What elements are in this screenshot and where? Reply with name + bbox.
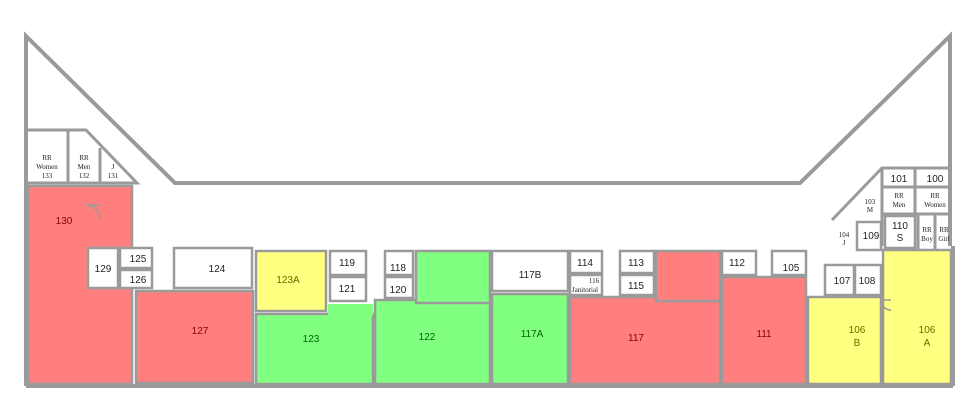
label-121: 121 bbox=[339, 284, 356, 295]
label-130: 130 bbox=[56, 216, 73, 227]
label-101: 101 bbox=[891, 174, 908, 185]
door-106A[interactable] bbox=[880, 299, 892, 311]
label-106B-2: B bbox=[854, 338, 861, 349]
label-106B: 106 bbox=[849, 325, 866, 336]
label-133: RR bbox=[42, 154, 52, 162]
room-129[interactable] bbox=[86, 246, 120, 290]
room-127[interactable] bbox=[134, 289, 255, 385]
label-133-2: Women bbox=[36, 163, 58, 171]
label-129: 129 bbox=[95, 264, 112, 275]
label-117: 117 bbox=[628, 333, 644, 344]
label-112: 112 bbox=[729, 258, 745, 269]
label-rr-men-e: RR bbox=[894, 192, 904, 200]
label-rr-girl: RR bbox=[939, 226, 949, 234]
label-115: 115 bbox=[628, 281, 644, 292]
label-rr-boy: RR bbox=[922, 226, 932, 234]
label-116-2: Janitorial bbox=[572, 286, 598, 294]
room-106B[interactable] bbox=[806, 295, 883, 386]
label-106A: 106 bbox=[919, 325, 936, 336]
label-127: 127 bbox=[192, 326, 209, 337]
label-110: 110 bbox=[892, 221, 908, 232]
room-115[interactable] bbox=[618, 273, 656, 297]
label-132: RR bbox=[79, 154, 89, 162]
room-119[interactable] bbox=[328, 249, 368, 277]
room-112[interactable] bbox=[720, 249, 758, 277]
label-rr-women-e-2: Women bbox=[924, 201, 946, 209]
label-124: 124 bbox=[209, 264, 226, 275]
room-117A[interactable] bbox=[490, 292, 570, 386]
room-106A[interactable] bbox=[881, 248, 953, 386]
room-117B[interactable] bbox=[490, 249, 570, 293]
label-105: 105 bbox=[783, 263, 800, 274]
label-132-3: 132 bbox=[79, 172, 90, 180]
label-123: 123 bbox=[303, 334, 320, 345]
room-122-upper bbox=[414, 249, 492, 305]
label-126: 126 bbox=[130, 275, 147, 286]
label-117B: 117B bbox=[519, 270, 542, 281]
label-117A: 117A bbox=[521, 329, 544, 340]
label-103: 103 bbox=[865, 198, 876, 206]
room-120[interactable] bbox=[383, 275, 415, 300]
room-125[interactable] bbox=[118, 246, 154, 270]
label-122: 122 bbox=[419, 332, 436, 343]
label-100: 100 bbox=[927, 174, 944, 185]
room-114[interactable] bbox=[568, 249, 604, 275]
room-126[interactable] bbox=[118, 268, 154, 290]
room-123-upper bbox=[328, 304, 373, 316]
room-105[interactable] bbox=[770, 249, 808, 277]
room-109[interactable] bbox=[855, 220, 883, 252]
room-111[interactable] bbox=[720, 275, 808, 386]
label-118: 118 bbox=[390, 263, 406, 274]
label-111: 111 bbox=[756, 329, 772, 340]
label-106A-2: A bbox=[924, 338, 931, 349]
west-restroom-wall bbox=[26, 128, 141, 185]
label-113: 113 bbox=[628, 258, 644, 269]
label-133-3: 133 bbox=[42, 172, 53, 180]
label-rr-girl-2: Girl bbox=[938, 235, 949, 243]
label-131: J bbox=[112, 163, 115, 171]
label-rr-women-e: RR bbox=[930, 192, 940, 200]
room-108[interactable] bbox=[853, 263, 883, 297]
room-110[interactable] bbox=[883, 214, 917, 250]
label-108: 108 bbox=[859, 276, 876, 287]
label-114: 114 bbox=[577, 258, 593, 269]
label-rr-men-e-2: Men bbox=[893, 201, 906, 209]
label-rr-boy-2: Boy bbox=[921, 235, 933, 243]
outer-wall bbox=[24, 31, 952, 246]
room-113[interactable] bbox=[618, 249, 656, 275]
room-117-upper bbox=[654, 249, 722, 303]
label-103-2: M bbox=[867, 206, 874, 214]
room-118[interactable] bbox=[383, 249, 415, 277]
label-109: 109 bbox=[863, 231, 880, 242]
room-117[interactable] bbox=[568, 295, 722, 386]
label-116: 116 bbox=[589, 277, 600, 285]
room-107[interactable] bbox=[823, 263, 856, 297]
room-123A[interactable] bbox=[254, 249, 328, 313]
room-116[interactable] bbox=[568, 273, 604, 297]
room-121[interactable] bbox=[328, 275, 368, 303]
label-131-2: 131 bbox=[108, 172, 119, 180]
label-123A: 123A bbox=[276, 275, 300, 286]
label-104: 104 bbox=[839, 231, 850, 239]
label-104-2: J bbox=[843, 239, 846, 247]
door-130[interactable] bbox=[85, 204, 101, 220]
room-124[interactable] bbox=[172, 246, 254, 290]
label-119: 119 bbox=[339, 258, 355, 269]
label-125: 125 bbox=[130, 254, 147, 265]
room-122[interactable] bbox=[373, 298, 492, 386]
label-120: 120 bbox=[390, 285, 407, 296]
label-132-2: Men bbox=[78, 163, 91, 171]
label-107: 107 bbox=[834, 276, 851, 287]
room-123[interactable] bbox=[254, 312, 375, 386]
label-110-2: S bbox=[897, 233, 904, 244]
